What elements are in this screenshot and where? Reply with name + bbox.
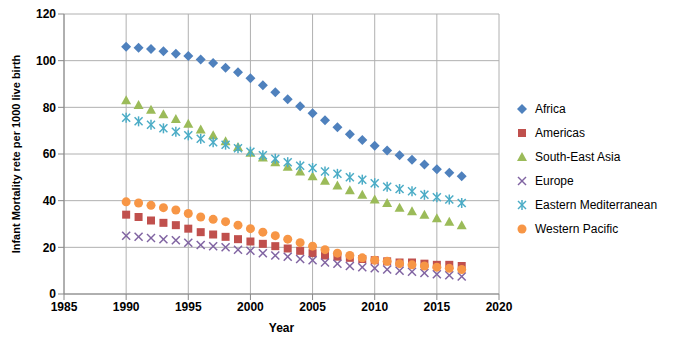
svg-text:80: 80 xyxy=(43,101,57,115)
html-text:Americas: Americas xyxy=(535,126,585,140)
svg-text:Year: Year xyxy=(269,321,295,335)
svg-text:120: 120 xyxy=(36,7,56,21)
svg-text:1990: 1990 xyxy=(113,300,140,314)
svg-text:60: 60 xyxy=(43,147,57,161)
html-text:Eastern Mediterranean: Eastern Mediterranean xyxy=(535,198,658,212)
svg-text:2010: 2010 xyxy=(361,300,388,314)
svg-text:0: 0 xyxy=(49,287,56,301)
svg-text:40: 40 xyxy=(43,194,57,208)
svg-text:20: 20 xyxy=(43,241,57,255)
svg-text:2000: 2000 xyxy=(237,300,264,314)
svg-text:Infant Mortality rete per 1000: Infant Mortality rete per 1000 live birt… xyxy=(10,54,22,253)
html-text:Africa: Africa xyxy=(535,102,566,116)
svg-text:1985: 1985 xyxy=(51,300,78,314)
html-text:South-East Asia: South-East Asia xyxy=(535,150,621,164)
svg-text:100: 100 xyxy=(36,54,56,68)
html-text:Western Pacific: Western Pacific xyxy=(535,222,619,236)
html-text:Europe: Europe xyxy=(535,174,574,188)
svg-text:2015: 2015 xyxy=(424,300,451,314)
svg-text:1995: 1995 xyxy=(175,300,202,314)
svg-text:2020: 2020 xyxy=(486,300,513,314)
svg-text:2005: 2005 xyxy=(299,300,326,314)
